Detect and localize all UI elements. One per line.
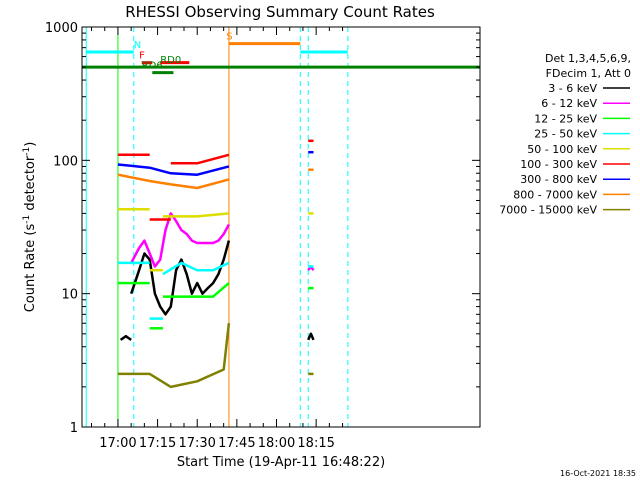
series-line-7000-15000-kev-0	[117, 323, 231, 389]
series-line-300-800-kev-0	[117, 163, 230, 176]
legend-header-line-1: Det 1,3,4,5,6,9,	[545, 52, 631, 65]
y-tick-label: 100	[53, 154, 78, 169]
data-series	[117, 139, 315, 389]
series-line-6-12-kev-0	[130, 212, 230, 268]
series-line-25-50-kev-2	[162, 261, 230, 276]
legend-label-7000-15000-kev: 7000 - 15000 keV	[499, 204, 597, 217]
x-tick-label: 17:45	[218, 436, 255, 451]
legend-label-6-12-kev: 6 - 12 keV	[541, 97, 597, 110]
timestamp: 16-Oct-2021 18:35	[560, 469, 636, 478]
legend-label-100-300-kev: 100 - 300 keV	[520, 158, 597, 171]
series-line-100-300-kev-2	[170, 153, 230, 165]
legend-label-800-7000-kev: 800 - 7000 keV	[513, 188, 597, 201]
flag-label-s: S	[226, 32, 232, 43]
legend-items: 3 - 6 keV 6 - 12 keV 12 - 25 keV 25 - 50 ke…	[499, 82, 630, 217]
legend-label-25-50-kev: 25 - 50 keV	[534, 128, 597, 141]
series-line-800-7000-kev-0	[117, 173, 230, 190]
series-line-3-6-kev-0	[119, 334, 132, 341]
legend-header-line-2: FDecim 1, Att 0	[546, 67, 631, 80]
series-line-3-6-kev-1	[130, 240, 231, 316]
plot-frame	[81, 26, 481, 428]
y-tick-label: 1	[70, 421, 78, 436]
x-axis-ticks: 17:00 17:15 17:30 17:45 18:00 18:15	[91, 27, 344, 451]
y-axis-label-main: Count Rate (s	[23, 224, 38, 313]
x-tick-label: 17:15	[139, 436, 176, 451]
x-tick-label: 18:15	[297, 436, 334, 451]
vertical-markers	[85, 27, 349, 427]
legend-label-50-100-kev: 50 - 100 keV	[527, 143, 597, 156]
x-axis-label: Start Time (19-Apr-11 16:48:22)	[177, 455, 385, 470]
flag-label-rd0: RD0	[160, 55, 181, 66]
legend-label-300-800-kev: 300 - 800 keV	[520, 173, 597, 186]
series-line-3-6-kev-2	[307, 332, 315, 341]
x-tick-label: 17:30	[178, 436, 215, 451]
y-tick-label: 10	[61, 288, 78, 303]
series-line-50-100-kev-2	[162, 212, 230, 218]
series-line-12-25-kev-3	[162, 282, 230, 298]
y-axis-label-mid: detector	[23, 155, 38, 215]
y-tick-label: 1000	[45, 21, 78, 36]
y-axis-ticks: 1 10 100 1000	[45, 21, 480, 436]
y-axis-label-sup-2: -1	[22, 147, 32, 156]
chart-title: RHESSI Observing Summary Count Rates	[125, 3, 435, 21]
legend-label-12-25-kev: 12 - 25 keV	[534, 112, 597, 125]
y-axis-label-end: )	[23, 142, 38, 147]
flag-label-f: F	[139, 51, 145, 62]
y-axis-label: Count Rate (s-1 detector-1)	[22, 142, 38, 313]
legend-label-3-6-kev: 3 - 6 keV	[548, 82, 597, 95]
x-tick-label: 18:00	[258, 436, 295, 451]
legend: Det 1,3,4,5,6,9, FDecim 1, Att 0 3 - 6 k…	[499, 52, 631, 217]
flag-label-n: N	[134, 40, 141, 51]
x-tick-label: 17:00	[99, 436, 136, 451]
flag-label-rd6: RD6	[142, 61, 163, 72]
y-axis-label-sup-1: -1	[22, 215, 32, 224]
